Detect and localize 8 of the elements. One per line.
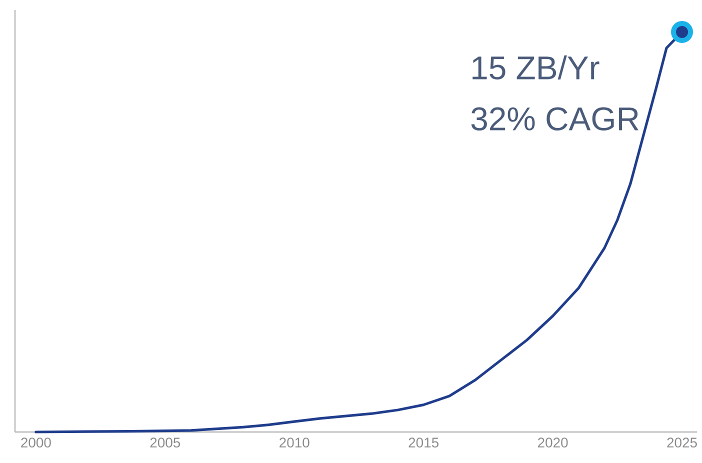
x-tick-label: 2025 [667,438,697,448]
x-tick-label: 2020 [538,438,568,448]
x-tick-label: 2010 [280,438,310,448]
x-tick-label: 2000 [21,438,51,448]
x-tick-label: 2005 [150,438,180,448]
annotation: 15 ZB/Yr [472,55,600,80]
x-tick-label: 2015 [408,438,439,448]
annotation: 32% CAGR [471,107,638,131]
